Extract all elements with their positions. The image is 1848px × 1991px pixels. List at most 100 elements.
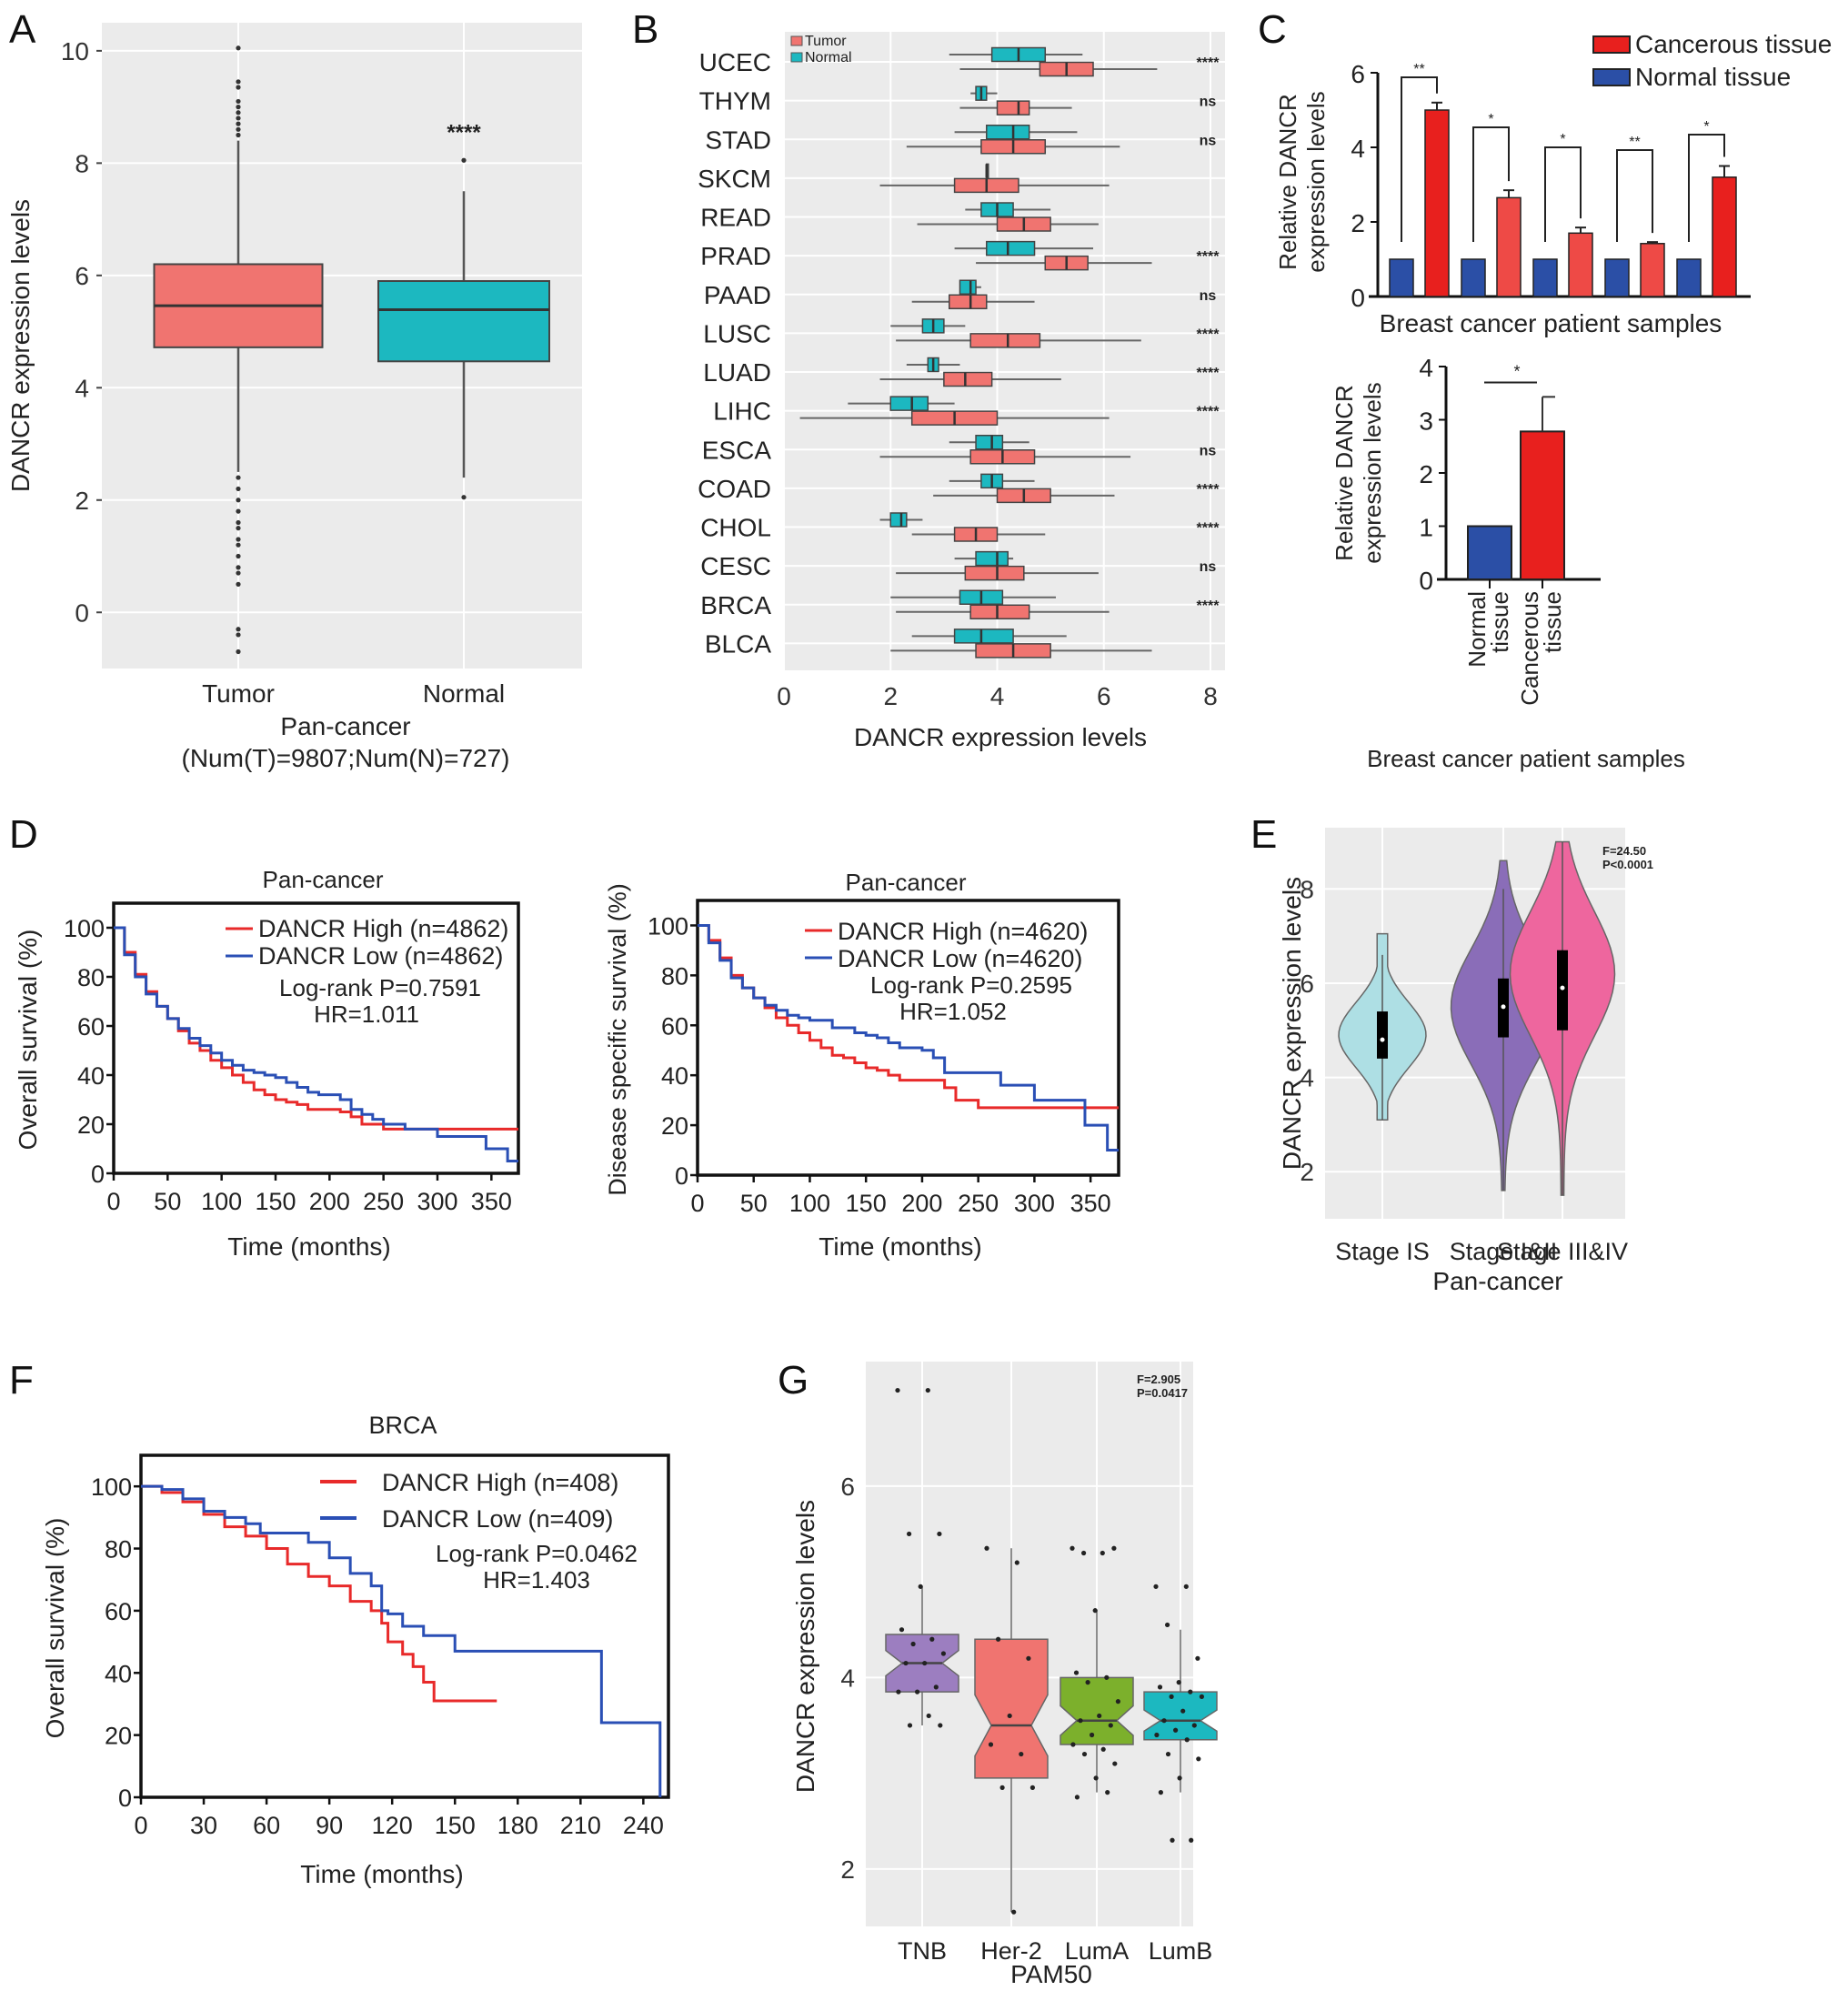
data-point [1007,1713,1012,1719]
x-tick-label: 0 [106,1188,120,1215]
x-tick-label: 250 [958,1190,999,1217]
legend-label-tumor: Tumor [805,34,847,49]
bar-normal [1604,258,1630,297]
bar-normal [1676,258,1702,297]
x-tick-label: 150 [846,1190,887,1217]
y-tick-label: 60 [661,1012,688,1040]
y-axis-label-line2: expression levels [1359,382,1386,563]
y-tick-label: 2 [1351,209,1365,237]
data-point [1073,1670,1080,1675]
significance-label: ns [1200,133,1217,148]
tumor-box [964,565,1025,581]
y-tick-label: 0 [675,1162,688,1190]
notched-box-her-2 [974,1638,1049,1779]
outlier-point [236,565,241,570]
data-point [1161,1718,1167,1724]
data-point [940,1651,946,1656]
x-tick-label: 8 [1203,682,1218,710]
significance-label: ** [1413,62,1424,77]
x-axis-label: Time (months) [300,1860,463,1888]
data-point [1169,1694,1174,1699]
violin-median-dot [1560,985,1565,990]
category-label: PAAD [704,281,771,309]
y-tick-label: 4 [75,374,89,402]
significance-label: **** [1197,482,1220,498]
panel-b-chart: 0 2 4 6 8 UCEC **** THYM ns STAD ns SKCM READ PRAD ***… [698,32,1225,751]
data-point [937,1531,942,1537]
data-point [1029,1785,1035,1790]
data-point [1011,1909,1017,1915]
x-axis-label: Time (months) [819,1232,981,1261]
violin-iqr-box [1377,1011,1388,1059]
category-label: COAD [698,475,771,503]
x-tick-label: Normal [423,679,505,708]
significance-label: **** [447,120,481,145]
legend-label-normal: Normal [805,50,852,65]
normal-box [986,240,1036,256]
data-point [1154,1732,1160,1738]
y-tick-label: 100 [91,1473,132,1501]
y-axis-label-line1: Relative DANCR [1274,94,1301,270]
legend-label-high: DANCR High (n=4862) [258,915,508,942]
x-axis-label: Pan-cancer [280,712,410,740]
outlier-point [236,537,241,542]
bar [1467,525,1512,580]
y-axis-label: Overall survival (%) [14,930,42,1151]
x-tick-label: 350 [471,1188,512,1215]
data-point [895,1387,900,1393]
data-point [918,1584,923,1589]
data-point [1092,1608,1098,1614]
data-point [933,1684,939,1690]
outlier-point [236,85,241,90]
data-point [896,1689,901,1694]
outlier-point [236,498,241,503]
significance-label: ns [1200,443,1217,458]
x-tick-label: 6 [1097,682,1111,710]
outlier-point [236,475,241,480]
hr-label: HR=1.011 [314,1001,419,1028]
panel-label-g: G [778,1358,809,1403]
y-tick-label: 8 [75,149,89,177]
category-label: CESC [700,552,771,580]
significance-label: * [1560,132,1565,147]
x-axis-label: DANCR expression levels [854,723,1147,751]
x-tick-label: 100 [201,1188,242,1215]
data-point [1188,1689,1193,1694]
y-axis-label: DANCR expression levels [791,1500,819,1793]
outlier-point [461,157,467,163]
normal-box [959,279,977,295]
x-tick-label: 180 [497,1812,538,1839]
y-tick-label: 60 [77,1013,105,1041]
outlier-point [236,126,241,132]
y-tick-label: 80 [661,962,688,990]
y-tick-label: 40 [661,1062,688,1090]
data-point [907,1531,912,1537]
data-point [1177,1775,1182,1781]
logrank-label: Log-rank P=0.2595 [870,971,1072,999]
significance-label: * [1513,363,1520,381]
data-point [1100,1746,1106,1752]
bar-normal [1532,258,1558,297]
outlier-point [236,98,241,105]
significance-label: **** [1197,249,1220,265]
outlier-point [236,132,241,138]
panel-label-c: C [1258,7,1287,52]
x-axis-label: Time (months) [227,1232,390,1261]
y-tick-label: 3 [1419,407,1433,436]
y-tick-label: 60 [105,1598,132,1625]
x-tick-label: 250 [363,1188,404,1215]
x-tick-label: 120 [372,1812,413,1839]
panel-label-f: F [9,1358,34,1403]
outlier-point [236,508,241,514]
legend-swatch-normal [790,52,803,63]
legend-label-high: DANCR High (n=4620) [838,918,1088,945]
y-tick-label: 80 [77,964,105,991]
outlier-point [236,121,241,126]
data-point [1153,1584,1159,1589]
notched-box-luma [1060,1676,1134,1745]
y-axis-label: Overall survival (%) [41,1518,69,1739]
legend-label-low: DANCR Low (n=4620) [838,945,1082,972]
significance-label: **** [1197,366,1220,381]
